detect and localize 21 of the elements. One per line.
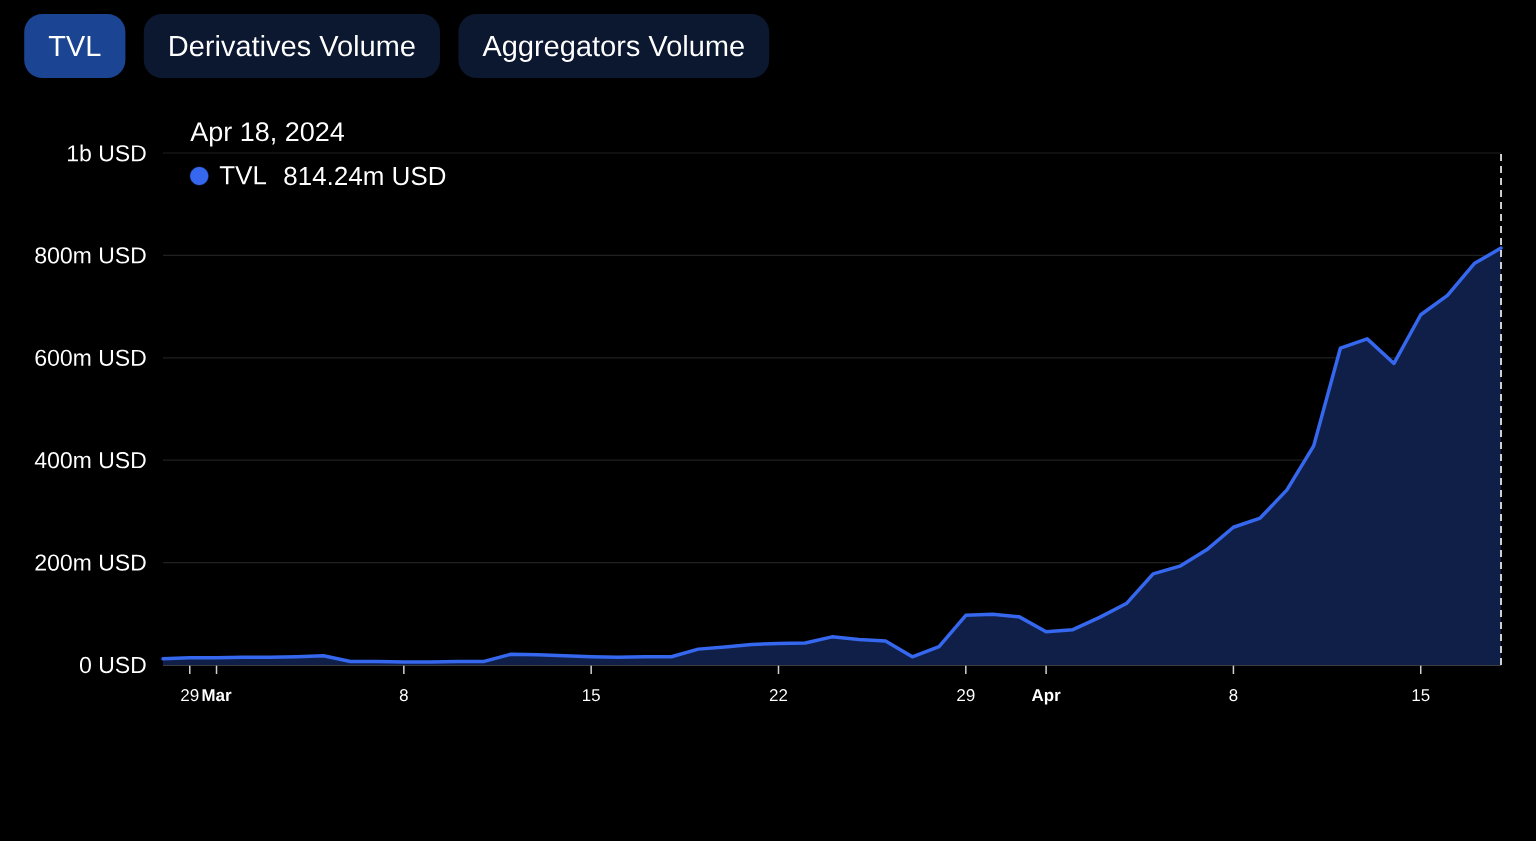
x-tick-label: 22 (769, 689, 788, 701)
y-tick-label: 600m USD (35, 349, 146, 366)
x-tick-label: 29 (957, 689, 975, 702)
x-tick-label: Apr (1031, 689, 1061, 705)
legend-title: Apr 18, 2024 (190, 122, 345, 147)
text: Derivatives Volume (170, 34, 415, 57)
annotation: 814.24m USD (284, 166, 446, 186)
text: Aggregators Volume (482, 34, 744, 63)
y-tick-label: 200m USD (35, 554, 146, 571)
y-tick-label: 400m USD (34, 452, 146, 469)
y-tick-label: 800m USD (35, 247, 146, 264)
x-tick-label: 15 (1412, 689, 1430, 702)
text: TVL (48, 36, 101, 56)
x-tick-label: 29 (181, 689, 199, 702)
x-tick-label: Mar (202, 689, 232, 702)
legend-label: TVL (219, 166, 267, 185)
x-tick-label: 8 (1229, 689, 1238, 702)
y-tick-label: 0 USD (79, 656, 146, 674)
x-tick-label: 8 (399, 689, 408, 702)
x-tick-label: 15 (583, 689, 600, 702)
y-tick-label: 1b USD (68, 144, 146, 162)
